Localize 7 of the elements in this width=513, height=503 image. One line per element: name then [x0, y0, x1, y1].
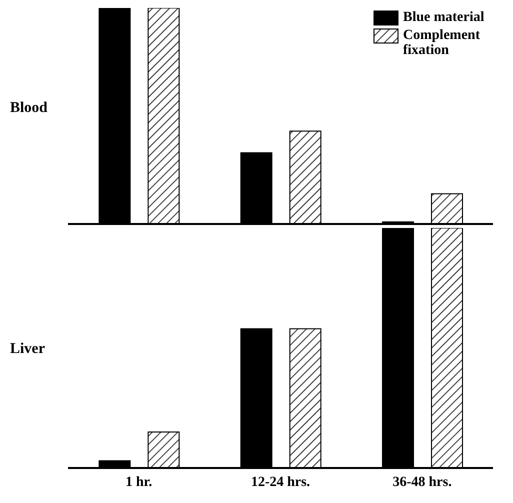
x-tick-label: 1 hr. [125, 474, 152, 490]
x-tick-label: 36-48 hrs. [392, 474, 452, 490]
legend-label: Blue material [403, 10, 486, 25]
y-axis-title: Liver [10, 341, 45, 358]
legend-label: Complement fixation [403, 28, 481, 58]
x-tick-label: 12-24 hrs. [250, 474, 310, 490]
y-axis-title: Blood [10, 100, 48, 118]
